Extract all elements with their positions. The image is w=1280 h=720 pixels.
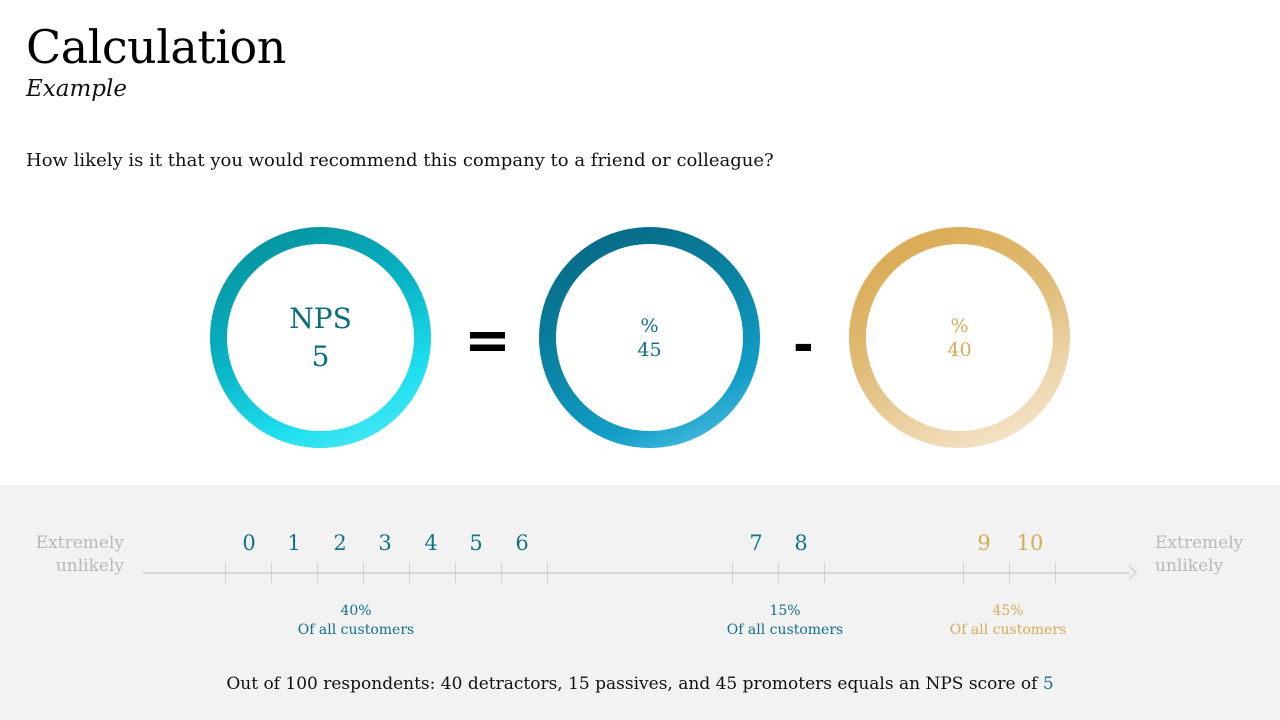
scale-tick xyxy=(225,563,226,583)
scale-tick xyxy=(1009,563,1010,583)
summary-text: Out of 100 respondents: 40 detractors, 1… xyxy=(226,674,1038,694)
score-7: 7 xyxy=(749,531,763,555)
score-0: 0 xyxy=(242,531,256,555)
equals-operator: = xyxy=(464,308,511,373)
scale-tick xyxy=(1055,563,1056,583)
score-5: 5 xyxy=(469,531,483,555)
scale-tick xyxy=(501,563,502,583)
promoters-circle: % 45 xyxy=(539,227,760,448)
score-10: 10 xyxy=(1016,531,1044,555)
score-1: 1 xyxy=(287,531,301,555)
scale-tick xyxy=(963,563,964,583)
summary-footer: Out of 100 respondents: 40 detractors, 1… xyxy=(0,674,1280,694)
scale-tick xyxy=(363,563,364,583)
promoters-percent-symbol: % xyxy=(640,314,659,337)
detractors-percent-symbol: % xyxy=(950,314,969,337)
scale-right-label: Extremely unlikely xyxy=(1155,533,1244,576)
page-title: Calculation xyxy=(26,20,286,74)
score-6: 6 xyxy=(515,531,529,555)
scale-tick xyxy=(732,563,733,583)
scale-tick xyxy=(547,563,548,583)
detractors-percent-value: 40 xyxy=(947,338,972,361)
survey-question: How likely is it that you would recommen… xyxy=(26,150,774,171)
nps-circle: NPS 5 xyxy=(210,227,431,448)
scale-tick xyxy=(824,563,825,583)
detractors-circle: % 40 xyxy=(849,227,1070,448)
promoters-group-label: 45% Of all customers xyxy=(949,603,1067,638)
scale-tick xyxy=(271,563,272,583)
detractors-group-label: 40% Of all customers xyxy=(297,603,415,638)
score-9: 9 xyxy=(977,531,991,555)
score-2: 2 xyxy=(333,531,347,555)
promoters-percent-value: 45 xyxy=(637,338,662,361)
nps-label: NPS xyxy=(289,301,352,335)
minus-operator: - xyxy=(793,316,814,374)
passives-group-label: 15% Of all customers xyxy=(726,603,844,638)
scale-tick xyxy=(409,563,410,583)
score-3: 3 xyxy=(378,531,392,555)
scale-left-label: Extremely unlikely xyxy=(35,533,124,576)
scale-tick xyxy=(455,563,456,583)
scale-panel xyxy=(0,485,1280,720)
page-subtitle: Example xyxy=(26,76,127,102)
summary-score: 5 xyxy=(1042,674,1054,694)
score-4: 4 xyxy=(424,531,438,555)
nps-value: 5 xyxy=(311,339,330,373)
score-8: 8 xyxy=(794,531,808,555)
scale-tick xyxy=(778,563,779,583)
scale-axis xyxy=(143,572,1130,574)
scale-tick xyxy=(317,563,318,583)
